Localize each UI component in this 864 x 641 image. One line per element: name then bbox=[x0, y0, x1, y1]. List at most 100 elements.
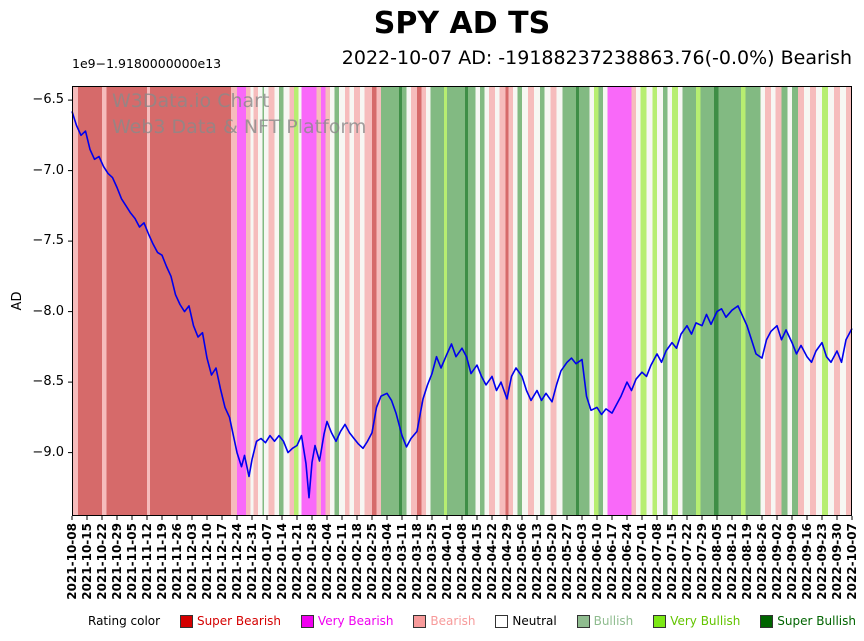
rating-band bbox=[781, 86, 788, 516]
rating-band bbox=[775, 86, 782, 516]
rating-band bbox=[528, 86, 534, 516]
rating-band bbox=[798, 86, 804, 516]
x-tick-label: 2021-12-10 bbox=[200, 523, 214, 600]
x-tick-label: 2022-04-29 bbox=[500, 523, 514, 600]
legend-item-label: Neutral bbox=[512, 614, 557, 628]
rating-band bbox=[283, 86, 290, 516]
legend-item: Super Bullish bbox=[760, 614, 856, 628]
rating-band bbox=[718, 86, 741, 516]
rating-band bbox=[579, 86, 590, 516]
rating-band bbox=[246, 86, 251, 516]
rating-band bbox=[106, 86, 147, 516]
x-tick-label: 2022-08-26 bbox=[755, 523, 769, 600]
rating-band bbox=[678, 86, 683, 516]
rating-band bbox=[294, 86, 299, 516]
rating-band bbox=[411, 86, 417, 516]
x-tick-label: 2021-11-26 bbox=[170, 523, 184, 600]
x-tick-label: 2022-05-06 bbox=[515, 523, 529, 600]
x-tick-label: 2022-10-07 bbox=[845, 523, 859, 600]
x-tick-label: 2022-07-29 bbox=[695, 523, 709, 600]
legend-item-label: Very Bearish bbox=[317, 614, 394, 628]
rating-band bbox=[822, 86, 828, 516]
x-tick-label: 2022-04-22 bbox=[485, 523, 499, 600]
legend-item: Bullish bbox=[576, 614, 633, 628]
rating-band bbox=[594, 86, 599, 516]
y-tick-label: −7.0 bbox=[32, 162, 64, 178]
x-tick-label: 2022-01-07 bbox=[260, 523, 274, 600]
rating-band bbox=[700, 86, 714, 516]
rating-band bbox=[279, 86, 284, 516]
rating-band bbox=[505, 86, 509, 516]
rating-band bbox=[430, 86, 444, 516]
rating-band bbox=[402, 86, 407, 516]
rating-band bbox=[250, 86, 254, 516]
rating-band bbox=[745, 86, 761, 516]
x-tick-label: 2022-09-23 bbox=[815, 523, 829, 600]
legend-swatch bbox=[300, 614, 314, 628]
rating-band bbox=[576, 86, 579, 516]
rating-band bbox=[447, 86, 465, 516]
x-tick-label: 2022-03-11 bbox=[395, 523, 409, 600]
legend-swatch bbox=[179, 614, 193, 628]
rating-band bbox=[636, 86, 641, 516]
x-tick-label: 2022-03-25 bbox=[425, 523, 439, 600]
y-tick-label: −9.0 bbox=[32, 444, 64, 460]
rating-band bbox=[652, 86, 657, 516]
rating-band bbox=[840, 86, 846, 516]
rating-band bbox=[741, 86, 746, 516]
legend-swatch bbox=[495, 614, 509, 628]
x-tick-label: 2022-07-01 bbox=[635, 523, 649, 600]
x-tick-label: 2022-09-09 bbox=[785, 523, 799, 600]
rating-band bbox=[316, 86, 321, 516]
x-tick-label: 2022-09-02 bbox=[770, 523, 784, 600]
rating-band bbox=[834, 86, 840, 516]
rating-band bbox=[714, 86, 719, 516]
rating-band bbox=[264, 86, 269, 516]
x-tick-label: 2022-01-14 bbox=[275, 523, 289, 600]
x-tick-label: 2021-12-03 bbox=[185, 523, 199, 600]
x-tick-label: 2022-02-04 bbox=[320, 523, 334, 600]
x-tick-label: 2022-02-11 bbox=[335, 523, 349, 600]
rating-band bbox=[771, 86, 776, 516]
rating-band bbox=[603, 86, 608, 516]
rating-band bbox=[468, 86, 476, 516]
rating-band bbox=[231, 86, 237, 516]
rating-band bbox=[360, 86, 365, 516]
rating-band bbox=[399, 86, 402, 516]
rating-band bbox=[846, 86, 852, 516]
x-tick-label: 2022-05-20 bbox=[545, 523, 559, 600]
rating-band bbox=[325, 86, 330, 516]
rating-band bbox=[663, 86, 668, 516]
legend-swatch bbox=[760, 614, 774, 628]
x-tick-label: 2022-07-15 bbox=[665, 523, 679, 600]
rating-band bbox=[321, 86, 326, 516]
rating-band bbox=[828, 86, 834, 516]
legend-item-label: Very Bullish bbox=[670, 614, 741, 628]
x-tick-label: 2022-07-08 bbox=[650, 523, 664, 600]
legend-item: Very Bearish bbox=[300, 614, 394, 628]
rating-band bbox=[258, 86, 263, 516]
rating-band bbox=[513, 86, 518, 516]
legend-item: Neutral bbox=[495, 614, 557, 628]
rating-band bbox=[334, 86, 339, 516]
rating-band bbox=[150, 86, 231, 516]
rating-band bbox=[489, 86, 495, 516]
x-tick-label: 2022-06-10 bbox=[590, 523, 604, 600]
rating-band bbox=[465, 86, 468, 516]
rating-band bbox=[499, 86, 506, 516]
legend-swatch bbox=[653, 614, 667, 628]
legend-item: Super Bearish bbox=[179, 614, 281, 628]
legend-title: Rating color bbox=[88, 614, 161, 628]
rating-band bbox=[667, 86, 672, 516]
rating-band bbox=[810, 86, 816, 516]
rating-band bbox=[372, 86, 377, 516]
rating-band bbox=[381, 86, 399, 516]
legend-item-label: Bearish bbox=[430, 614, 476, 628]
rating-band bbox=[550, 86, 557, 516]
x-tick-label: 2021-12-17 bbox=[215, 523, 229, 600]
x-tick-label: 2022-08-19 bbox=[740, 523, 754, 600]
legend-item: Bearish bbox=[413, 614, 476, 628]
rating-band bbox=[274, 86, 279, 516]
x-tick-label: 2022-08-05 bbox=[710, 523, 724, 600]
x-tick-label: 2022-04-01 bbox=[440, 523, 454, 600]
